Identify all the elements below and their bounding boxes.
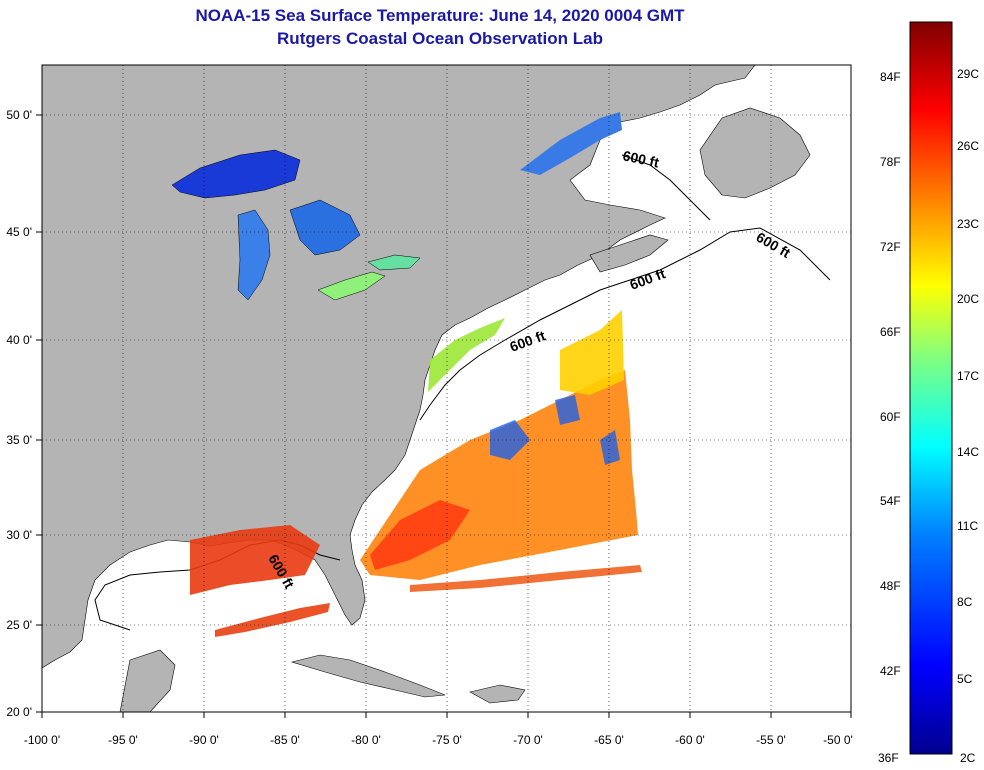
colorbar-f-label: 36F [878,751,899,765]
contour-label: 600 ft [621,147,660,170]
map-title: NOAA-15 Sea Surface Temperature: June 14… [195,6,685,25]
land-north-america [42,65,756,669]
land-cuba [290,654,446,698]
sst-swath-hotspots [370,500,470,570]
lat-label: 40 0' [6,333,32,347]
lat-label: 25 0' [6,618,32,632]
sst-gulf-of-mexico [190,525,320,595]
colorbar-c-label: 17C [957,369,979,383]
graticule [42,65,851,712]
lat-label: 50 0' [6,108,32,122]
colorbar-c-label: 20C [957,292,979,306]
colorbar-f-label: 72F [880,240,901,254]
colorbar-c-label: 14C [957,445,979,459]
sst-gulf-strip [215,603,330,637]
colorbar-f-label: 78F [880,155,901,169]
lat-label: 35 0' [6,433,32,447]
latitude-labels: 50 0' 45 0' 40 0' 35 0' 30 0' 25 0' 20 0… [6,108,32,719]
st-lawrence-sst [520,112,622,175]
lon-label: -65 0' [594,733,624,747]
colorbar-c-label: 5C [957,672,973,686]
lon-label: -60 0' [675,733,705,747]
lat-label: 20 0' [6,705,32,719]
colorbar [909,21,953,755]
lake-erie [317,271,386,301]
lon-label: -95 0' [108,733,138,747]
colorbar-f-label: 60F [880,410,901,424]
land-nova-scotia [589,234,669,273]
map-subtitle: Rutgers Coastal Ocean Observation Lab [277,29,603,48]
lon-label: -75 0' [432,733,462,747]
land-newfoundland [699,107,811,199]
land-hispaniola [469,684,526,704]
colorbar-c-label: 11C [957,519,978,533]
axis-ticks [36,114,852,718]
lake-ontario [367,254,421,271]
sst-swath-yellow [560,310,624,395]
sst-atlantic-strip [410,565,642,592]
lat-label: 45 0' [6,225,32,239]
colorbar-celsius-labels: 29C 26C 23C 20C 17C 14C 11C 8C 5C 2C [957,67,979,765]
colorbar-f-label: 42F [880,664,901,678]
lon-label: -85 0' [270,733,300,747]
lon-label: -70 0' [513,733,543,747]
colorbar-c-label: 2C [960,751,976,765]
colorbar-c-label: 29C [957,67,979,81]
lake-huron [289,199,361,256]
lat-label: 30 0' [6,528,32,542]
colorbar-f-label: 66F [880,325,901,339]
longitude-labels: -100 0' -95 0' -90 0' -85 0' -80 0' -75 … [24,733,853,747]
lon-label: -50 0' [823,733,853,747]
colorbar-fahrenheit-labels: 84F 78F 72F 66F 60F 54F 48F 42F 36F [878,70,901,765]
land-yucatan [119,649,176,712]
colorbar-c-label: 8C [957,595,973,609]
sst-shelf-green [428,318,505,392]
colorbar-f-label: 48F [880,579,901,593]
colorbar-c-label: 23C [957,217,979,231]
lake-michigan [237,209,271,301]
lon-label: -90 0' [189,733,219,747]
colorbar-f-label: 54F [880,494,901,508]
lon-label: -100 0' [24,733,60,747]
lon-label: -55 0' [756,733,786,747]
lon-label: -80 0' [351,733,381,747]
colorbar-f-label: 84F [880,70,901,84]
colorbar-c-label: 26C [957,139,979,153]
sst-swath-blue-eddies [490,395,620,465]
